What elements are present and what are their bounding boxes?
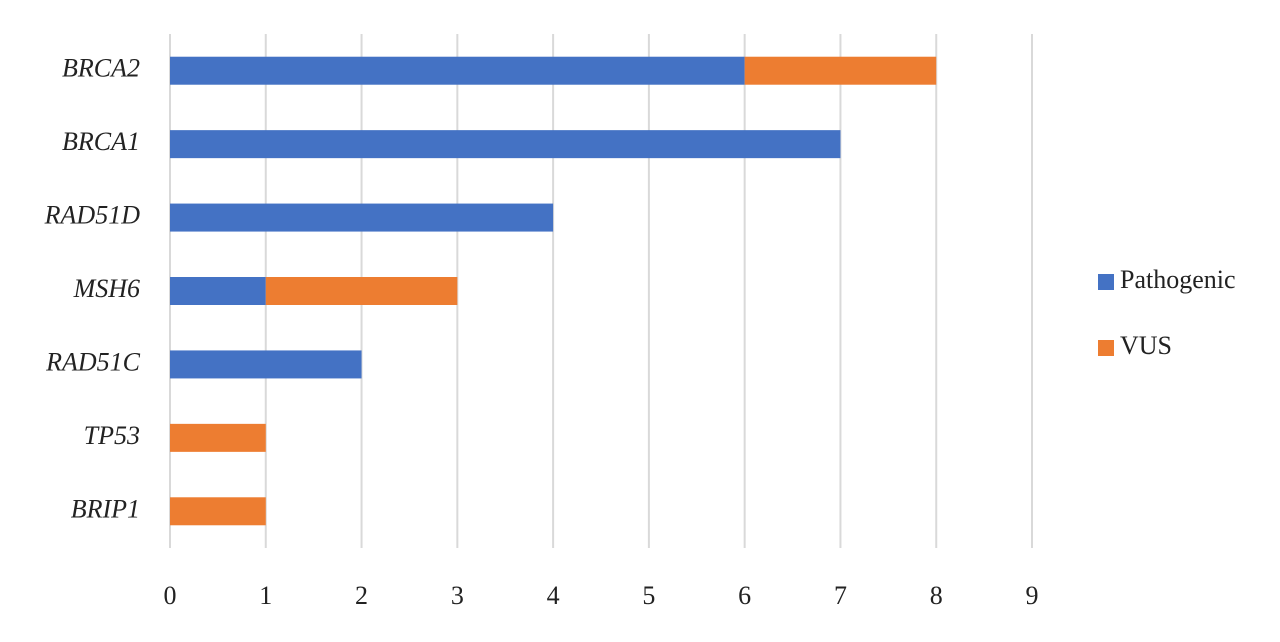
x-tick-label: 9 — [1026, 581, 1039, 610]
x-tick-label: 1 — [259, 581, 272, 610]
y-tick-label: BRCA1 — [62, 127, 140, 156]
x-tick-label: 5 — [642, 581, 655, 610]
x-tick-label: 0 — [164, 581, 177, 610]
bar-segment — [170, 203, 554, 232]
bar-segment — [744, 56, 937, 85]
legend-swatch — [1098, 340, 1114, 356]
x-tick-label: 2 — [355, 581, 368, 610]
bar-segment — [170, 56, 745, 85]
x-tick-label: 6 — [738, 581, 751, 610]
x-tick-label: 8 — [930, 581, 943, 610]
y-tick-label: RAD51D — [44, 201, 141, 230]
bar-segment — [170, 350, 362, 379]
legend-swatch — [1098, 274, 1114, 290]
legend-label: Pathogenic — [1120, 265, 1236, 294]
y-tick-label: MSH6 — [73, 274, 140, 303]
bar-segment — [170, 497, 266, 526]
x-tick-label: 7 — [834, 581, 847, 610]
bar-segment — [265, 277, 458, 305]
bar-segment — [170, 277, 266, 305]
bar-segment — [170, 423, 266, 452]
y-tick-label: TP53 — [84, 421, 140, 450]
y-tick-label: BRIP1 — [71, 494, 140, 523]
legend-label: VUS — [1120, 331, 1172, 360]
x-tick-label: 4 — [547, 581, 560, 610]
y-tick-label: RAD51C — [45, 347, 141, 376]
bar-segment — [170, 130, 841, 159]
y-tick-label: BRCA2 — [62, 54, 140, 83]
x-tick-label: 3 — [451, 581, 464, 610]
